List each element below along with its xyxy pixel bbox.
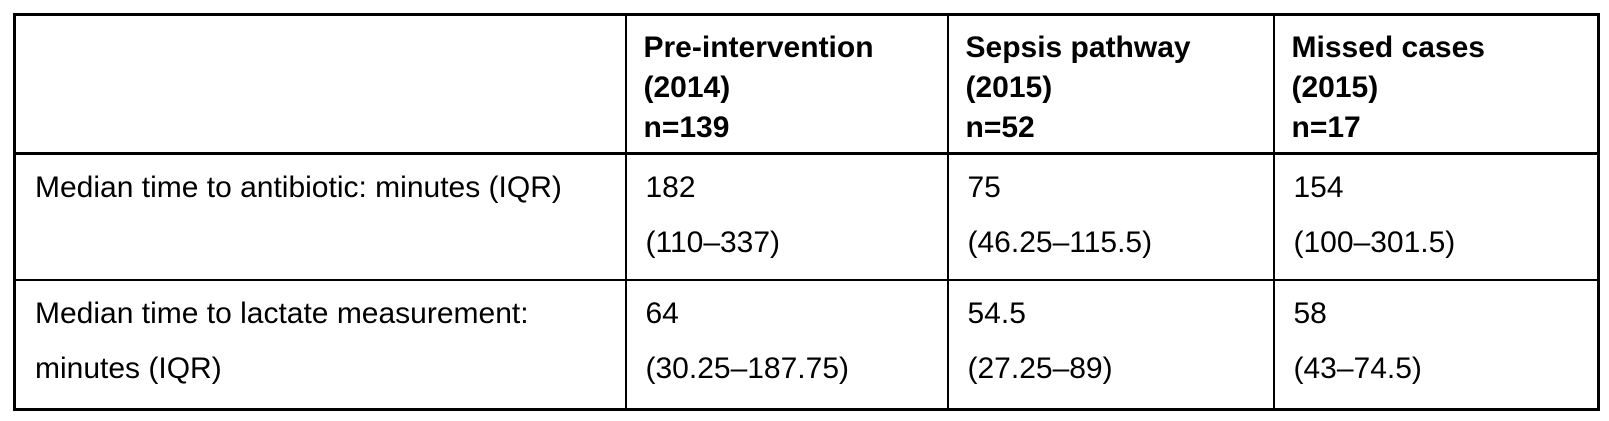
sepsis-outcomes-table: Pre-intervention (2014) n=139 Sepsis pat… xyxy=(13,13,1600,411)
median-value: 182 xyxy=(645,171,696,204)
header-group-n: n=17 xyxy=(1291,111,1361,144)
document-page: Pre-intervention (2014) n=139 Sepsis pat… xyxy=(13,13,1600,411)
median-value: 64 xyxy=(645,296,679,330)
header-col-missed-cases: Missed cases (2015) n=17 xyxy=(1272,13,1600,155)
iqr-range: (110–337) xyxy=(645,226,781,259)
header-col-sepsis-pathway: Sepsis pathway (2015) n=52 xyxy=(946,13,1275,155)
table-row-antibiotic: Median time to antibiotic: minutes (IQR)… xyxy=(13,152,1600,281)
header-group-n: n=52 xyxy=(965,111,1035,144)
row-label-lactate: Median time to lactate measurement: minu… xyxy=(13,278,627,411)
header-group-name: Sepsis pathway xyxy=(965,31,1191,64)
header-group-n: n=139 xyxy=(643,111,730,144)
cell-lactate-missed-cases: 58 (43–74.5) xyxy=(1272,278,1600,411)
cell-antibiotic-missed-cases: 154 (100–301.5) xyxy=(1272,152,1600,281)
header-col-pre-intervention: Pre-intervention (2014) n=139 xyxy=(624,13,949,155)
table-row-lactate: Median time to lactate measurement: minu… xyxy=(13,278,1600,411)
row-label-antibiotic: Median time to antibiotic: minutes (IQR) xyxy=(13,152,627,281)
iqr-range: (43–74.5) xyxy=(1293,351,1422,385)
header-group-name: Missed cases xyxy=(1291,31,1485,64)
cell-lactate-pre-intervention: 64 (30.25–187.75) xyxy=(624,278,949,411)
header-group-year: (2015) xyxy=(1291,71,1379,104)
cell-antibiotic-pre-intervention: 182 (110–337) xyxy=(624,152,949,281)
iqr-range: (46.25–115.5) xyxy=(967,226,1153,259)
cell-lactate-sepsis-pathway: 54.5 (27.25–89) xyxy=(946,278,1275,411)
iqr-range: (27.25–89) xyxy=(967,351,1113,385)
median-value: 75 xyxy=(967,171,1001,204)
header-group-year: (2015) xyxy=(965,71,1053,104)
header-group-name: Pre-intervention xyxy=(643,31,874,64)
iqr-range: (100–301.5) xyxy=(1293,226,1456,259)
iqr-range: (30.25–187.75) xyxy=(645,351,850,385)
median-value: 58 xyxy=(1293,296,1327,330)
median-value: 54.5 xyxy=(967,296,1026,330)
header-row: Pre-intervention (2014) n=139 Sepsis pat… xyxy=(13,13,1600,155)
header-group-year: (2014) xyxy=(643,71,731,104)
cell-antibiotic-sepsis-pathway: 75 (46.25–115.5) xyxy=(946,152,1275,281)
header-empty-cell xyxy=(13,13,627,155)
median-value: 154 xyxy=(1293,171,1344,204)
